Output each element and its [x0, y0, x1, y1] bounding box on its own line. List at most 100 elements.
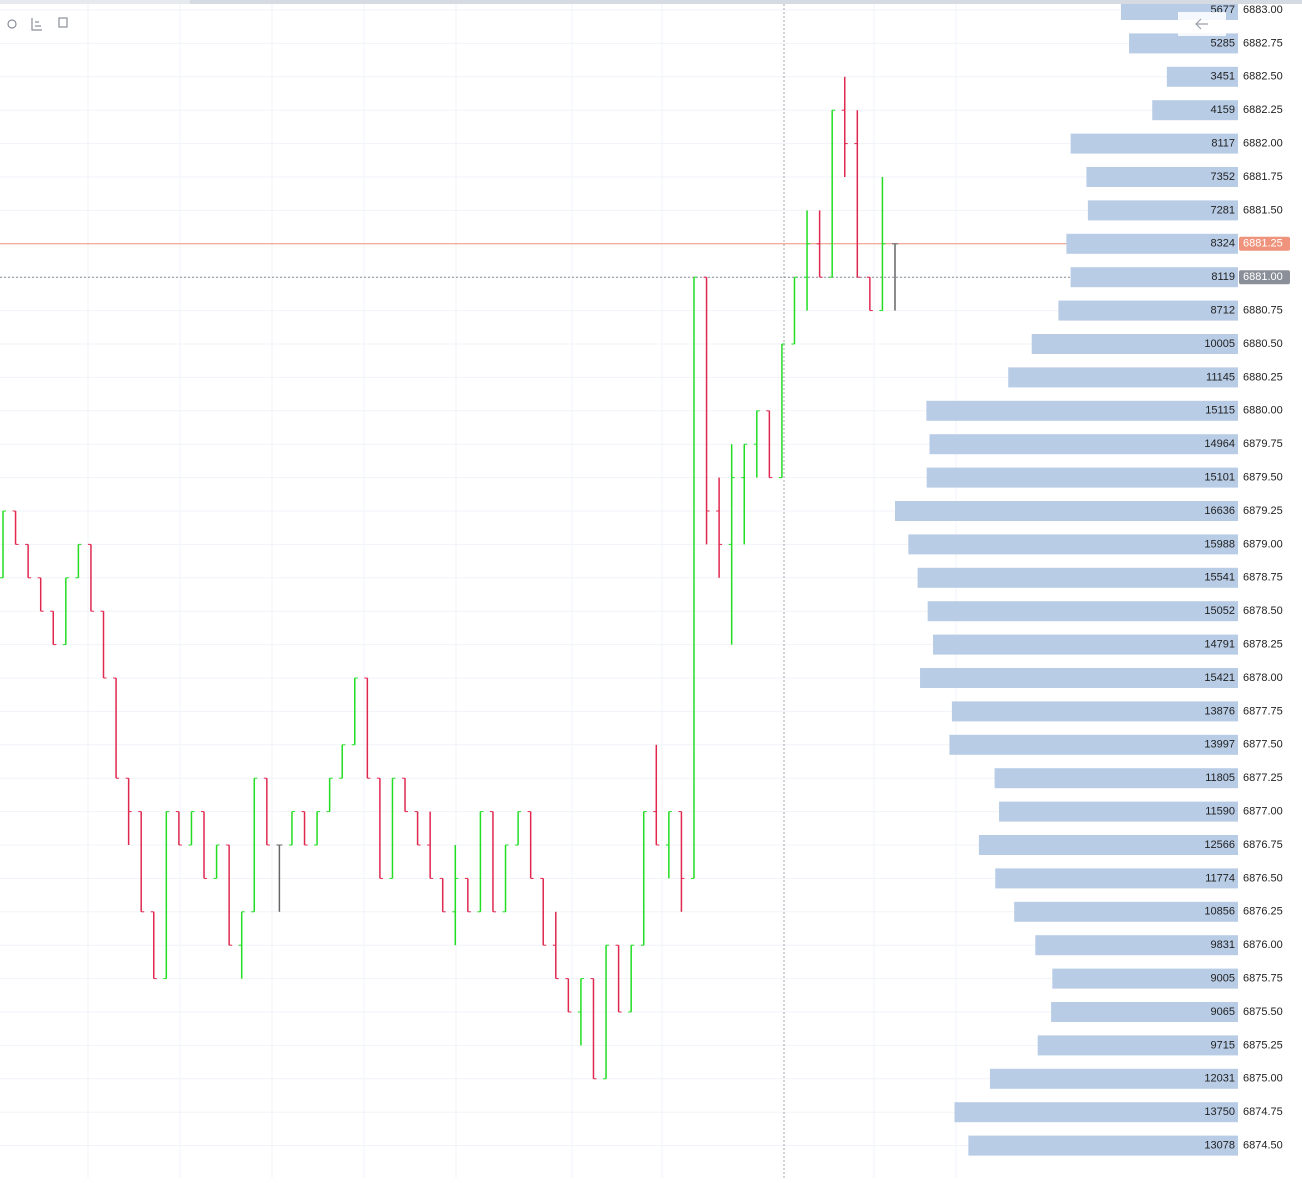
- volume-bar: [929, 434, 1238, 455]
- volume-label: 9715: [1211, 1039, 1235, 1051]
- y-tick-label: 6876.50: [1243, 872, 1283, 884]
- volume-label: 16636: [1204, 505, 1235, 517]
- y-tick-label: 6881.25: [1243, 238, 1283, 250]
- volume-bar: [1087, 200, 1238, 221]
- volume-label: 5285: [1211, 37, 1235, 49]
- volume-label: 8324: [1211, 238, 1235, 250]
- y-tick-label: 6879.75: [1243, 438, 1283, 450]
- layout-icon[interactable]: [58, 17, 68, 28]
- y-tick-label: 6882.00: [1243, 138, 1283, 150]
- volume-label: 11145: [1206, 371, 1235, 383]
- volume-label: 13750: [1204, 1106, 1235, 1118]
- volume-bar: [951, 701, 1238, 722]
- y-tick-label: 6875.75: [1243, 973, 1283, 985]
- y-tick-label: 6882.50: [1243, 71, 1283, 83]
- volume-bar: [1166, 66, 1238, 87]
- scroll-thumb[interactable]: [190, 0, 1302, 4]
- y-tick-label: 6879.25: [1243, 505, 1283, 517]
- volume-bar: [999, 801, 1238, 822]
- volume-label: 11774: [1205, 872, 1235, 884]
- volume-label: 9005: [1211, 973, 1235, 985]
- volume-label: 14791: [1204, 639, 1235, 651]
- volume-label: 11805: [1205, 772, 1235, 784]
- volume-bar: [926, 467, 1238, 488]
- volume-bar: [949, 734, 1238, 755]
- volume-label: 7281: [1211, 204, 1235, 216]
- y-tick-label: 6875.25: [1243, 1039, 1283, 1051]
- volume-bar: [1035, 935, 1238, 956]
- volume-label: 15988: [1204, 538, 1235, 550]
- volume-bar: [1058, 300, 1238, 321]
- volume-bar: [1086, 167, 1238, 187]
- volume-label: 3451: [1211, 71, 1235, 83]
- volume-bar: [920, 668, 1238, 688]
- settings-icon[interactable]: [7, 19, 17, 29]
- volume-label: 14964: [1204, 438, 1235, 450]
- volume-label: 8119: [1211, 271, 1235, 283]
- y-tick-label: 6877.75: [1243, 705, 1283, 717]
- price-badge: [1239, 270, 1290, 285]
- volume-label: 15052: [1204, 605, 1235, 617]
- volume-label: 8712: [1211, 305, 1235, 317]
- y-tick-label: 6880.50: [1243, 338, 1283, 350]
- volume-bar: [895, 501, 1238, 521]
- y-tick-label: 6877.25: [1243, 772, 1283, 784]
- y-tick-label: 6882.25: [1243, 104, 1283, 116]
- volume-label: 7352: [1211, 171, 1235, 183]
- y-tick-label: 6879.00: [1243, 538, 1283, 550]
- volume-label: 13997: [1204, 739, 1235, 751]
- volume-label: 9065: [1211, 1006, 1235, 1018]
- volume-label: 12566: [1204, 839, 1235, 851]
- volume-label: 10856: [1204, 906, 1235, 918]
- volume-bar: [1066, 233, 1238, 254]
- volume-label: 12031: [1204, 1073, 1235, 1085]
- y-tick-label: 6880.00: [1243, 405, 1283, 417]
- y-tick-label: 6876.75: [1243, 839, 1283, 851]
- volume-label: 15115: [1205, 405, 1235, 417]
- volume-bar: [1014, 901, 1238, 922]
- volume-bar: [1031, 334, 1238, 354]
- volume-label: 13876: [1204, 705, 1235, 717]
- y-tick-label: 6877.00: [1243, 806, 1283, 818]
- volume-bar: [1152, 100, 1238, 121]
- y-tick-label: 6875.50: [1243, 1006, 1283, 1018]
- toolbar: [7, 17, 68, 31]
- axis-icon[interactable]: [31, 18, 42, 31]
- volume-bar: [1070, 133, 1238, 154]
- volume-bar: [933, 634, 1238, 655]
- y-tick-label: 6880.25: [1243, 371, 1283, 383]
- y-tick-label: 6879.50: [1243, 472, 1283, 484]
- y-tick-label: 6881.75: [1243, 171, 1283, 183]
- y-tick-label: 6880.75: [1243, 305, 1283, 317]
- price-badge: [1239, 236, 1290, 251]
- volume-label: 9831: [1211, 939, 1235, 951]
- volume-label: 13078: [1204, 1140, 1235, 1152]
- volume-bar: [995, 868, 1238, 889]
- volume-bar: [1051, 1002, 1238, 1022]
- volume-bar: [1037, 1035, 1238, 1056]
- volume-bar: [908, 534, 1238, 555]
- y-tick-label: 6875.00: [1243, 1073, 1283, 1085]
- volume-bar: [926, 400, 1238, 421]
- y-tick-label: 6876.25: [1243, 906, 1283, 918]
- volume-bar: [978, 835, 1238, 855]
- volume-label: 15101: [1204, 472, 1235, 484]
- y-tick-label: 6874.75: [1243, 1106, 1283, 1118]
- y-tick-label: 6876.00: [1243, 939, 1283, 951]
- volume-label: 4159: [1211, 104, 1235, 116]
- y-tick-label: 6881.50: [1243, 204, 1283, 216]
- y-tick-label: 6874.50: [1243, 1140, 1283, 1152]
- volume-label: 15541: [1204, 572, 1235, 584]
- y-tick-label: 6882.75: [1243, 37, 1283, 49]
- y-tick-label: 6881.00: [1243, 271, 1283, 283]
- back-button[interactable]: [1178, 12, 1226, 36]
- volume-bar: [1052, 968, 1238, 989]
- volume-bar: [1070, 267, 1238, 288]
- volume-bar: [968, 1135, 1238, 1156]
- volume-label: 10005: [1204, 338, 1235, 350]
- volume-bar: [1129, 33, 1238, 54]
- y-tick-label: 6878.25: [1243, 639, 1283, 651]
- volume-bar: [1008, 367, 1238, 388]
- y-tick-label: 6878.75: [1243, 572, 1283, 584]
- volume-label: 11590: [1205, 806, 1235, 818]
